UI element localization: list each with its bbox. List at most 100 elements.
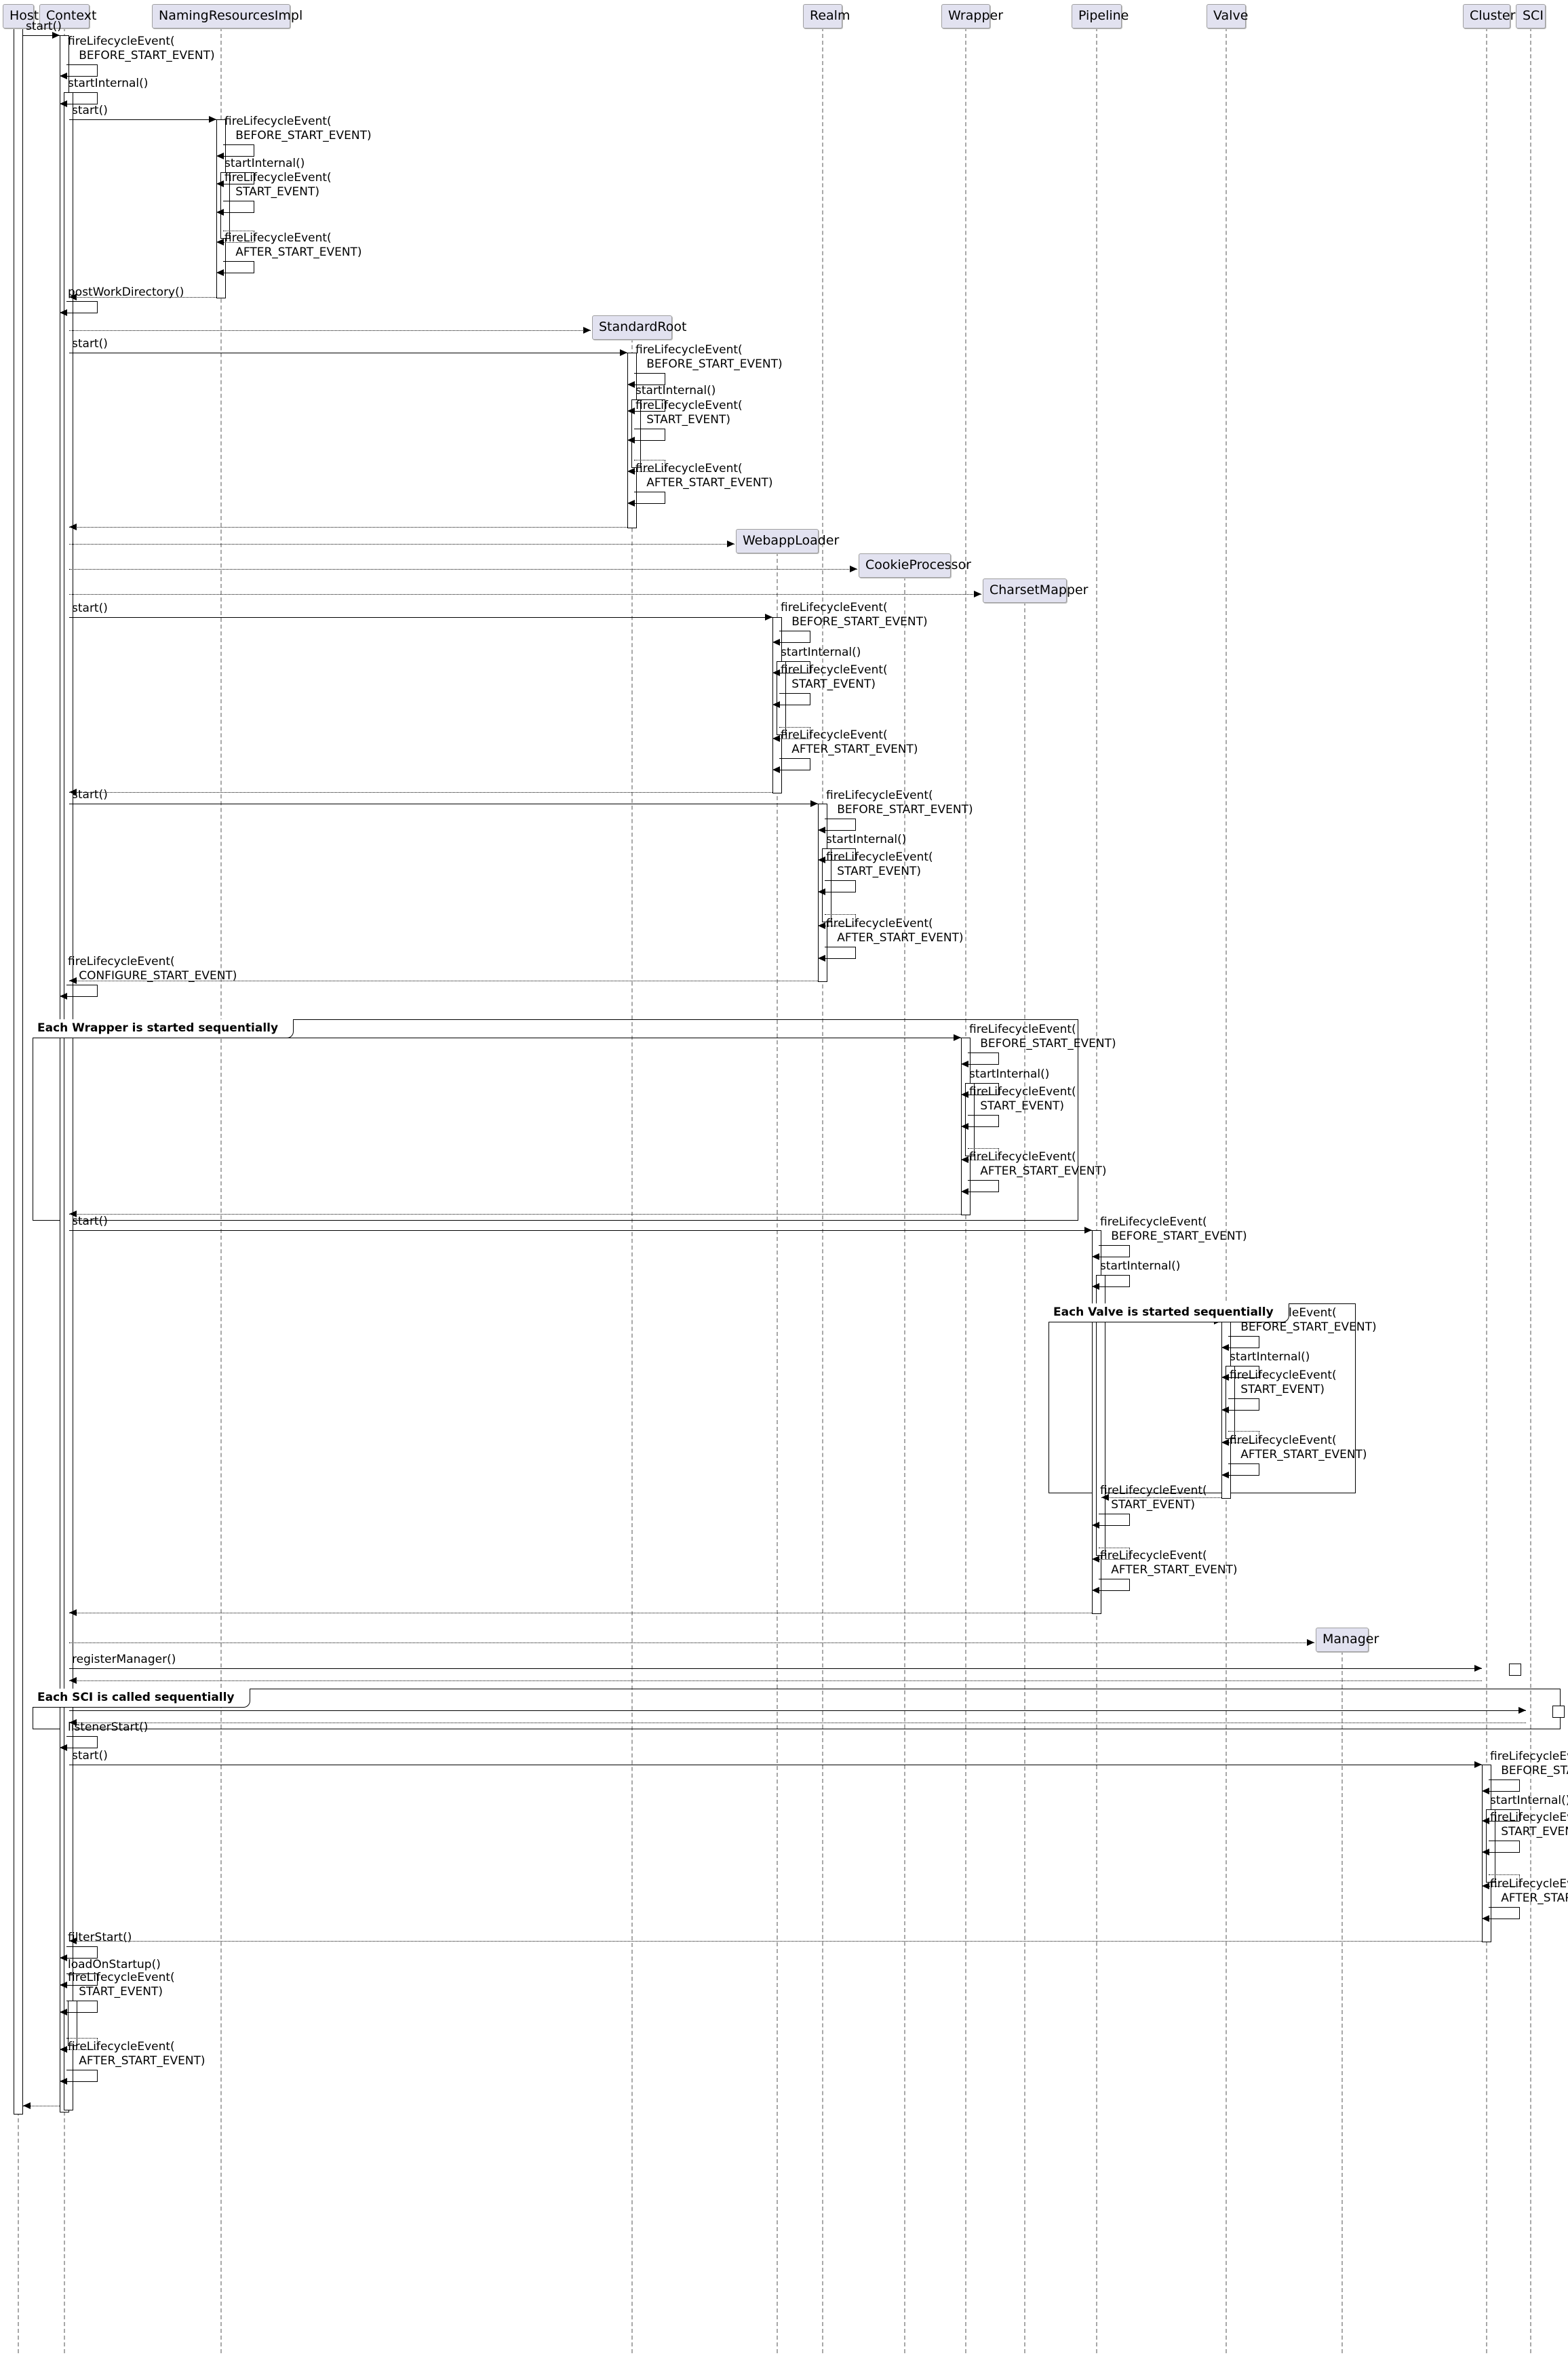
message-line [69,617,772,618]
activation-bar [14,27,23,2115]
arrowhead [620,349,627,356]
arrowhead [1221,1439,1229,1446]
message-line [23,35,60,36]
self-message [223,172,254,184]
message-line [69,1941,1482,1942]
message-line [69,569,857,570]
self-message [1489,1874,1520,1887]
message-label: startInternal() [781,646,861,659]
message-line [69,330,591,331]
arrowhead [961,1091,968,1098]
fragment-label: Each Valve is started sequentially [1048,1303,1289,1322]
message-label: listenerStart() [68,1720,149,1734]
participant-webapploader: WebappLoader [736,529,839,553]
message-line [69,1668,1482,1669]
arrowhead [1482,1915,1489,1922]
arrowhead [1474,1665,1482,1672]
arrowhead [772,735,780,742]
arrowhead [818,857,825,863]
message-label: fireLifecycleEvent( START_EVENT) [224,171,332,199]
participant-realm: Realm [803,4,850,28]
arrowhead [60,2078,67,2085]
arrowhead [60,309,67,316]
lifeline-realm [822,27,823,2353]
arrowhead [209,116,216,123]
self-message [968,1083,999,1095]
message-label: fireLifecycleEvent( CONFIGURE_START_EVEN… [68,955,237,983]
arrowhead [69,977,77,984]
self-message [634,492,665,504]
arrowhead [69,1938,77,1944]
arrowhead [772,639,780,646]
self-message [1099,1579,1130,1591]
self-message [1489,1907,1520,1919]
arrowhead [60,2009,67,2015]
self-message [1489,1841,1520,1853]
self-message [779,631,810,643]
message-label: fireLifecycleEvent( AFTER_START_EVENT) [1100,1549,1238,1577]
fragment-label: Each Wrapper is started sequentially [33,1019,294,1038]
arrowhead [772,766,780,773]
message-label: start() [72,788,108,802]
arrowhead [60,1954,67,1961]
lifeline-cluster [1486,27,1487,2353]
self-message [1228,1431,1259,1443]
message-label: fireLifecycleEvent( START_EVENT) [1230,1369,1337,1396]
arrowhead [1084,1227,1092,1234]
message-label: start() [72,1749,108,1763]
lifeline-namingresourcesimpl [220,27,222,2353]
arrowhead [60,100,67,107]
arrowhead [52,32,60,39]
self-message [1228,1336,1259,1348]
self-message [1099,1245,1130,1257]
self-message [223,231,254,243]
self-message [66,64,98,77]
arrowhead [1221,1374,1229,1381]
message-label: fireLifecycleEvent( AFTER_START_EVENT) [1490,1877,1568,1905]
arrowhead [1092,1253,1099,1260]
arrowhead [1101,1494,1109,1501]
message-label: fireLifecycleEvent( BEFORE_START_EVENT) [781,601,928,629]
message-line [69,792,772,793]
arrowhead [818,955,825,962]
message-label: fireLifecycleEvent( START_EVENT) [1490,1811,1568,1838]
arrowhead [69,294,77,300]
fragment-label: Each SCI is called sequentially [33,1689,250,1708]
arrowhead [627,468,635,475]
lifeline-manager [1341,1651,1343,2353]
arrowhead [818,827,825,833]
self-message [1099,1548,1130,1560]
message-label: fireLifecycleEvent( BEFORE_START_EVENT) [969,1023,1116,1050]
self-message [1228,1463,1259,1476]
arrowhead [627,381,635,388]
self-message [1099,1514,1130,1526]
message-label: fireLifecycleEvent( START_EVENT) [781,663,888,691]
arrowhead [60,73,67,79]
participant-manager: Manager [1316,1628,1379,1652]
self-message [66,2038,98,2050]
arrowhead [772,669,780,676]
message-label: start() [72,104,108,117]
arrowhead [961,1061,968,1067]
self-message [968,1115,999,1127]
message-label: loadOnStartup() [68,1958,161,1971]
message-line [69,297,216,298]
message-label: fireLifecycleEvent( AFTER_START_EVENT) [826,917,964,945]
self-message [66,301,98,313]
arrowhead [216,180,224,187]
self-message [634,429,665,441]
message-label: start() [26,20,62,33]
arrowhead [1482,1788,1489,1794]
arrowhead [627,408,635,414]
message-label: startInternal() [224,157,305,170]
arrowhead [1518,1707,1526,1714]
self-message [825,848,856,861]
self-message [66,2070,98,2082]
arrowhead [69,1719,77,1726]
arrowhead [69,1211,77,1217]
message-label: fireLifecycleEvent( START_EVENT) [635,399,743,427]
arrowhead [60,2046,67,2053]
self-message [825,819,856,831]
self-message [968,1180,999,1192]
